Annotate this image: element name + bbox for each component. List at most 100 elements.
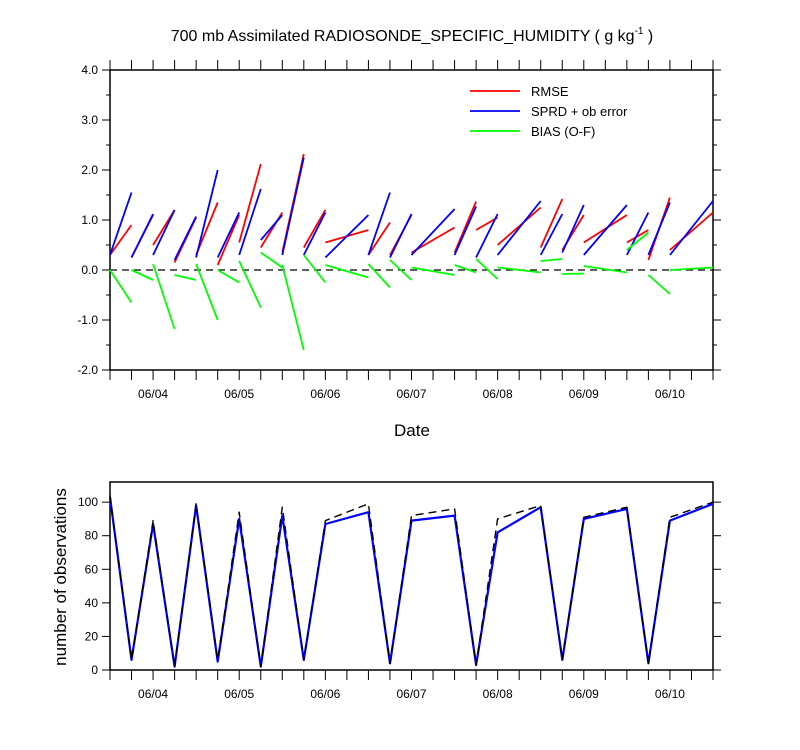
- sprd-ob-error-segment: [216, 212, 241, 258]
- sprd-ob-error-segment: [669, 200, 714, 256]
- sprd-ob-error-segment: [195, 169, 219, 258]
- legend: RMSE SPRD + ob error BIAS (O-F): [470, 84, 628, 139]
- bottom-y-tick-label: 40: [85, 596, 99, 610]
- bias-o-f-segment: [475, 258, 499, 280]
- bias-o-f-segment: [562, 272, 584, 275]
- sprd-ob-error-segment: [367, 192, 391, 256]
- bias-o-f-segment: [260, 251, 283, 269]
- bottom-y-tick-label: 20: [85, 629, 99, 643]
- sprd-ob-error-segment: [130, 213, 154, 258]
- sprd-ob-error-segment: [173, 216, 197, 261]
- sprd-ob-error-segment: [453, 206, 477, 256]
- bias-o-f-segment: [626, 231, 649, 251]
- rmse-segment: [626, 229, 649, 244]
- observations-dashed-line: [109, 495, 714, 668]
- top-y-tick-label: -2.0: [77, 363, 98, 377]
- rmse-segment: [216, 214, 241, 266]
- bias-o-f-segment: [238, 260, 262, 308]
- rmse-segment: [109, 224, 133, 256]
- bias-o-f-segment: [217, 269, 240, 284]
- top-x-tick-label: 06/10: [655, 387, 685, 401]
- chart-title: 700 mb Assimilated RADIOSONDE_SPECIFIC_H…: [171, 26, 654, 45]
- bias-o-f-segment: [195, 263, 219, 321]
- rmse-segment: [497, 206, 542, 246]
- rmse-segment: [539, 198, 564, 248]
- legend-label: SPRD + ob error: [531, 104, 628, 119]
- series-bias-o-f: [109, 231, 714, 351]
- sprd-ob-error-segment: [324, 214, 370, 259]
- rmse-segment: [367, 222, 391, 256]
- rmse-segment: [303, 209, 327, 248]
- top-y-tick-label: 2.0: [81, 163, 98, 177]
- bottom-y-axis-label: number of observations: [51, 488, 70, 666]
- sprd-ob-error-segment: [389, 213, 413, 258]
- sprd-ob-error-segment: [583, 204, 628, 256]
- bias-o-f-segment: [174, 274, 197, 281]
- bias-o-f-segment: [647, 274, 671, 295]
- bias-o-f-segment: [411, 266, 455, 276]
- top-x-tick-label: 06/05: [224, 387, 254, 401]
- sprd-ob-error-segment: [152, 209, 176, 256]
- rmse-segment: [238, 163, 262, 243]
- bias-o-f-segment: [583, 265, 628, 274]
- top-y-tick-label: 3.0: [81, 113, 98, 127]
- top-y-tick-label: -1.0: [77, 313, 98, 327]
- bias-o-f-segment: [669, 266, 714, 271]
- sprd-ob-error-segment: [109, 192, 133, 256]
- chart-title-superscript: -1: [635, 26, 644, 37]
- observations-solid-line: [108, 496, 714, 668]
- chart-title-text: 700 mb Assimilated RADIOSONDE_SPECIFIC_H…: [171, 28, 635, 45]
- bias-o-f-segment: [540, 258, 563, 262]
- sprd-ob-error-segment: [539, 213, 564, 256]
- sprd-ob-error-segment: [302, 212, 327, 256]
- sprd-ob-error-segment: [647, 202, 671, 256]
- bottom-chart-panel: 0 20 40 60 80 100 06/04 06/05 06/06 06/07 06/08 06/…: [78, 481, 721, 701]
- top-x-tick-label: 06/06: [310, 387, 340, 401]
- bottom-x-tick-label: 06/10: [655, 687, 685, 701]
- sprd-ob-error-segment: [561, 204, 585, 253]
- legend-label: BIAS (O-F): [531, 124, 595, 139]
- bottom-x-tick-label: 06/09: [569, 687, 599, 701]
- legend-label: RMSE: [531, 84, 569, 99]
- sprd-ob-error-segment: [626, 212, 650, 256]
- top-chart-panel: -2.0 -1.0 0.0 1.0 2.0 3.0 4.0 06/04 06/05 06/06 06…: [77, 60, 721, 401]
- bottom-x-tick-label: 06/07: [396, 687, 426, 701]
- bias-o-f-segment: [367, 263, 391, 289]
- sprd-ob-error-segment: [238, 188, 262, 256]
- top-y-tick-label: 1.0: [81, 213, 98, 227]
- bias-o-f-segment: [454, 264, 477, 274]
- bias-o-f-segment: [497, 266, 541, 274]
- bottom-x-tick-label: 06/05: [224, 687, 254, 701]
- sprd-ob-error-segment: [410, 208, 456, 256]
- top-x-axis-label: Date: [394, 421, 430, 440]
- sprd-ob-error-segment: [475, 213, 499, 258]
- bias-o-f-segment: [325, 264, 369, 279]
- sprd-ob-error-segment: [496, 200, 542, 256]
- bottom-y-tick-label: 80: [85, 529, 99, 543]
- top-x-tick-label: 06/07: [396, 387, 426, 401]
- series-sprd-ob-error: [109, 157, 714, 261]
- bottom-y-tick-label: 100: [78, 495, 98, 509]
- top-x-tick-label: 06/04: [138, 387, 168, 401]
- top-y-tick-label: 0.0: [81, 263, 98, 277]
- chart-title-close: ): [643, 28, 653, 45]
- bottom-x-tick-label: 06/06: [310, 687, 340, 701]
- bottom-y-tick-label: 0: [91, 663, 98, 677]
- bias-o-f-segment: [303, 254, 327, 284]
- bias-o-f-segment: [281, 264, 305, 351]
- rmse-segment: [453, 201, 477, 253]
- bias-o-f-segment: [131, 269, 154, 281]
- bias-o-f-segment: [109, 269, 133, 303]
- bias-o-f-segment: [152, 263, 176, 330]
- bottom-x-tick-label: 06/08: [483, 687, 513, 701]
- bottom-x-tick-label: 06/04: [138, 687, 168, 701]
- bias-o-f-segment: [389, 259, 413, 281]
- rmse-segment: [669, 211, 714, 251]
- top-x-tick-label: 06/09: [569, 387, 599, 401]
- top-y-tick-label: 4.0: [81, 63, 98, 77]
- bottom-y-tick-label: 60: [85, 562, 99, 576]
- sprd-ob-error-segment: [281, 157, 305, 256]
- top-x-tick-label: 06/08: [483, 387, 513, 401]
- sprd-ob-error-segment: [260, 214, 283, 241]
